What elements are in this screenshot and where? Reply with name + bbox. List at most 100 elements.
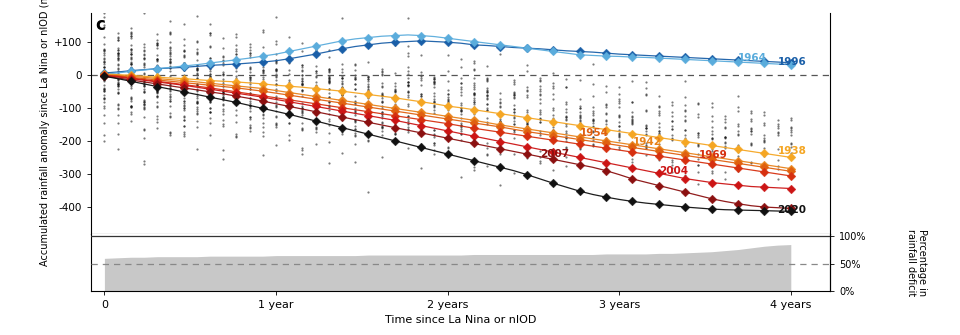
Point (255, 74, 271, 79)
Point (387, 131, 402, 137)
Point (215, 121, 230, 127)
Point (690, 181, 706, 187)
Point (123, 61, 138, 66)
Point (479, 120, 495, 125)
Point (123, 118, 138, 124)
Point (334, 61, 349, 66)
Point (176, 73, 191, 78)
Point (559, 77, 574, 82)
Point (268, 120, 284, 126)
Point (704, 128, 719, 134)
Point (783, 140, 799, 145)
Point (281, 56, 297, 61)
Point (426, 99, 442, 105)
Point (308, 41, 324, 47)
Point (704, 105, 719, 110)
Point (572, 114, 588, 119)
Point (281, 51, 297, 56)
Point (743, 119, 758, 124)
Point (215, 83, 230, 89)
Point (176, 104, 191, 109)
Point (400, 92, 416, 98)
Point (348, 105, 363, 111)
Point (242, 75, 257, 80)
Point (400, 113, 416, 119)
Point (572, 115, 588, 120)
Point (268, 67, 284, 73)
Point (651, 134, 666, 139)
Point (176, 78, 191, 83)
Point (189, 108, 204, 114)
Point (361, 103, 376, 109)
Point (228, 31, 244, 37)
Point (123, 69, 138, 74)
Point (136, 103, 152, 108)
Point (176, 101, 191, 106)
Point (453, 108, 468, 113)
Point (110, 76, 125, 81)
Point (678, 113, 693, 118)
Point (704, 113, 719, 119)
Point (625, 52, 640, 58)
Point (215, 106, 230, 112)
Point (770, 147, 785, 152)
Point (255, 70, 271, 75)
Point (440, 108, 455, 113)
Point (295, 151, 310, 157)
Point (189, 39, 204, 44)
Point (598, 137, 613, 142)
Point (255, 67, 271, 73)
Point (242, 74, 257, 80)
Point (321, 99, 336, 104)
Point (189, 125, 204, 130)
Point (559, 114, 574, 119)
Point (268, 57, 284, 63)
Point (136, 89, 152, 94)
Point (97, 55, 112, 61)
Point (704, 154, 719, 159)
Point (176, 102, 191, 108)
Point (176, 106, 191, 111)
Point (756, 123, 772, 128)
Point (532, 110, 547, 115)
Point (387, 93, 402, 99)
Point (387, 70, 402, 76)
Point (97, 58, 112, 64)
Point (414, 33, 429, 38)
Point (203, 80, 218, 86)
Point (123, 96, 138, 102)
Point (136, 83, 152, 88)
Point (189, 101, 204, 106)
Point (228, 93, 244, 98)
Point (414, 119, 429, 124)
Point (492, 111, 508, 116)
Point (321, 80, 336, 86)
Point (387, 103, 402, 108)
Point (612, 137, 627, 142)
Point (295, 75, 310, 81)
Point (664, 126, 680, 132)
Point (215, 88, 230, 94)
Point (228, 88, 244, 94)
Point (690, 143, 706, 149)
Point (361, 107, 376, 112)
Point (400, 122, 416, 127)
Point (612, 144, 627, 149)
Point (361, 189, 376, 194)
Point (123, 46, 138, 52)
Point (453, 128, 468, 133)
Point (123, 94, 138, 99)
Point (334, 46, 349, 52)
Point (440, 91, 455, 97)
Point (150, 119, 165, 125)
Point (97, 87, 112, 92)
Point (387, 40, 402, 45)
Point (519, 124, 535, 129)
Point (162, 40, 178, 45)
Point (150, 116, 165, 121)
Point (136, 106, 152, 112)
Point (150, 77, 165, 82)
Point (387, 95, 402, 100)
Point (545, 130, 561, 136)
Point (203, 89, 218, 94)
